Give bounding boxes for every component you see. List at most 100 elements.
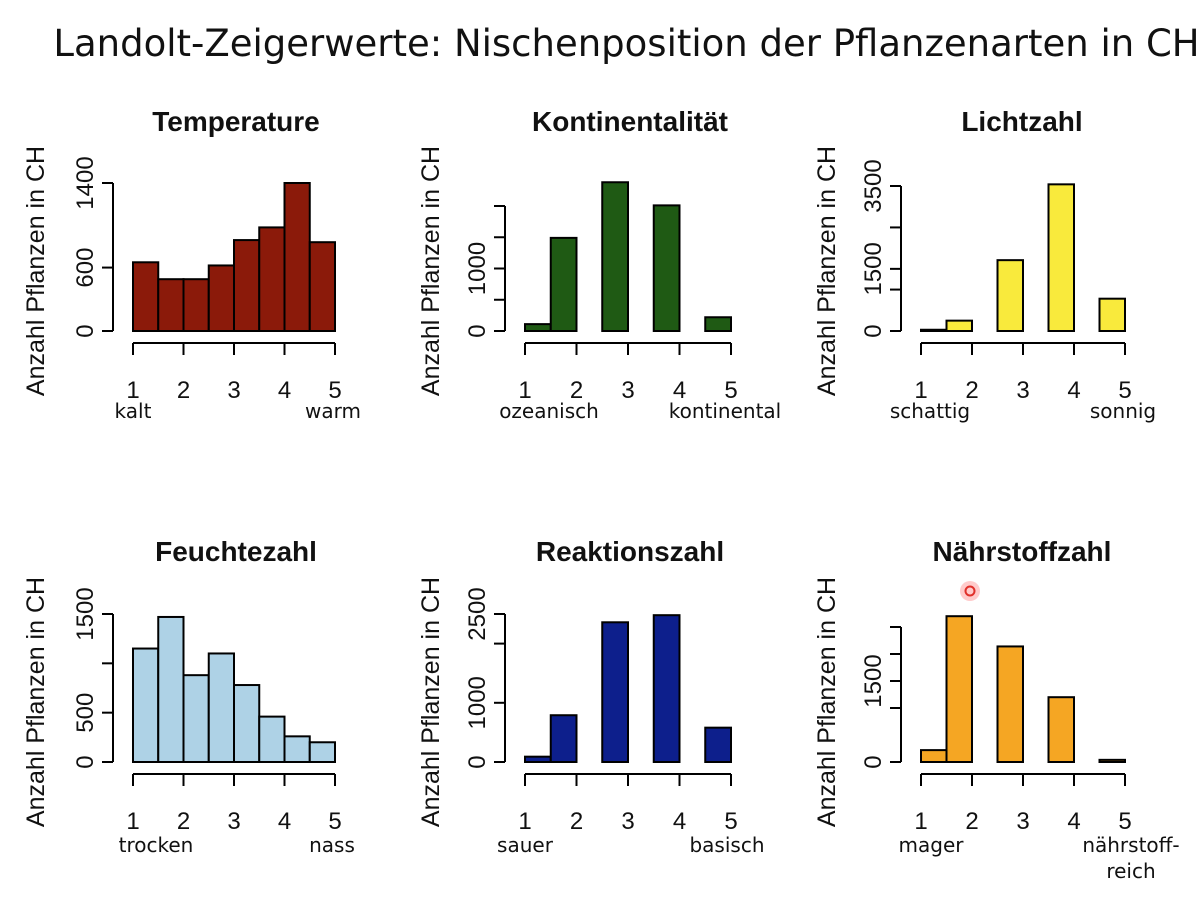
histogram-bar	[207, 652, 235, 764]
histogram-bar	[1098, 758, 1126, 764]
y-tick-label: 0	[72, 324, 99, 337]
histogram-bar	[652, 204, 681, 332]
x-tick-label: 2	[570, 377, 583, 404]
chart-title: Kontinentalität	[532, 106, 728, 137]
x-tick-label: 2	[965, 377, 978, 404]
y-tick-label: 1000	[464, 676, 491, 729]
histogram-bar	[207, 264, 235, 333]
chart-panel-2: Kontinentalität Anzahl Pflanzen in CH 0 100…	[417, 106, 781, 423]
scale-high-label: basisch	[689, 833, 764, 857]
histogram-bar	[920, 328, 948, 332]
histogram-bar	[704, 316, 732, 332]
histogram-bar	[157, 278, 185, 333]
scale-low-label: trocken	[119, 833, 194, 857]
histogram-bar	[308, 741, 336, 763]
y-axis: 0 600 1400	[72, 156, 114, 338]
y-axis: 0 1500	[860, 626, 902, 769]
scale-high-label: kontinental	[669, 399, 782, 423]
chart-title: Feuchtezahl	[155, 536, 317, 567]
x-tick-label: 3	[621, 377, 634, 404]
scale-low-label: sauer	[497, 833, 554, 857]
y-tick-label: 1500	[860, 654, 887, 707]
chart-title: Nährstoffzahl	[933, 536, 1112, 567]
histogram-bar	[549, 236, 578, 332]
x-axis: 1 2 3 4 5	[914, 342, 1132, 404]
x-tick-label: 1	[518, 808, 531, 835]
chart-title: Reaktionszahl	[536, 536, 724, 567]
y-axis: 0 1000 2500	[464, 587, 506, 769]
x-tick-label: 4	[1067, 377, 1080, 404]
x-axis: 1 2 3 4 5	[518, 342, 738, 404]
x-tick-label: 4	[278, 808, 291, 835]
y-axis-label: Anzahl Pflanzen in CH	[417, 146, 445, 396]
histogram-bar	[996, 259, 1024, 332]
x-tick-label: 5	[1118, 808, 1131, 835]
x-tick-label: 4	[1067, 808, 1080, 835]
scale-high-label: nährstoff-reich	[1082, 833, 1179, 883]
x-tick-label: 5	[328, 808, 341, 835]
histogram-bar	[524, 755, 552, 763]
x-tick-label: 4	[673, 377, 686, 404]
x-tick-label: 1	[518, 377, 531, 404]
x-tick-label: 1	[126, 808, 139, 835]
x-tick-label: 4	[673, 808, 686, 835]
histogram-bar	[283, 735, 311, 764]
x-tick-label: 5	[724, 377, 737, 404]
x-tick-label: 3	[227, 377, 240, 404]
y-tick-label: 1500	[72, 587, 99, 640]
x-tick-label: 1	[914, 377, 927, 404]
chart-title: Temperature	[152, 106, 320, 137]
y-tick-label: 0	[860, 755, 887, 768]
y-tick-label: 500	[72, 693, 99, 733]
x-axis: 1 2 3 4 5	[126, 342, 342, 404]
cursor-pointer-icon	[960, 581, 980, 601]
y-tick-label: 1500	[860, 242, 887, 295]
scale-high-label: nass	[309, 833, 355, 857]
x-tick-label: 1	[914, 808, 927, 835]
histogram-bar	[945, 319, 973, 332]
scale-low-label: kalt	[115, 399, 152, 423]
y-axis-label: Anzahl Pflanzen in CH	[813, 577, 841, 827]
x-tick-label: 4	[278, 377, 291, 404]
y-axis-label: Anzahl Pflanzen in CH	[22, 146, 50, 396]
histogram-bar	[157, 615, 185, 764]
x-axis: 1 2 3 4 5	[518, 773, 738, 835]
scale-low-label: ozeanisch	[499, 399, 599, 423]
y-axis-label: Anzahl Pflanzen in CH	[813, 146, 841, 396]
y-tick-label: 1400	[72, 156, 99, 209]
y-tick-label: 0	[464, 755, 491, 768]
histogram-bar	[1047, 696, 1075, 764]
histogram-bar	[132, 647, 160, 763]
x-tick-label: 2	[177, 808, 190, 835]
histogram-bar	[258, 226, 286, 332]
x-tick-label: 2	[965, 808, 978, 835]
y-tick-label: 0	[860, 324, 887, 337]
x-tick-label: 2	[570, 808, 583, 835]
histogram-bar	[182, 278, 210, 333]
y-tick-label: 0	[464, 324, 491, 337]
y-tick-label: 600	[72, 248, 99, 288]
y-axis-label: Anzahl Pflanzen in CH	[417, 577, 445, 827]
y-tick-label: 2500	[464, 587, 491, 640]
histogram-bar	[601, 621, 629, 764]
chart-panel-3: Lichtzahl Anzahl Pflanzen in CH 0 1500 3500 1…	[813, 106, 1156, 423]
histogram-bar	[182, 674, 210, 764]
x-tick-label: 3	[1016, 377, 1029, 404]
x-axis: 1 2 3 4 5	[126, 773, 342, 835]
x-tick-label: 3	[621, 808, 634, 835]
histogram-bar	[601, 181, 629, 332]
x-tick-label: 5	[1118, 377, 1131, 404]
histogram-bar	[258, 715, 286, 764]
histogram-bar	[233, 684, 261, 763]
chart-panel-1: Temperature Anzahl Pflanzen in CH 0 600 1400…	[22, 106, 361, 423]
page-title: Landolt-Zeigerwerte: Nischenposition der…	[53, 22, 1200, 65]
histogram-bar	[920, 749, 948, 763]
chart-title: Lichtzahl	[961, 106, 1082, 137]
histogram-bar	[1047, 183, 1075, 332]
x-tick-label: 1	[126, 377, 139, 404]
histogram-bar	[652, 614, 681, 764]
y-tick-label: 0	[72, 755, 99, 768]
histogram-bar	[704, 726, 732, 763]
y-axis-label: Anzahl Pflanzen in CH	[22, 577, 50, 827]
histogram-bar	[945, 615, 973, 764]
